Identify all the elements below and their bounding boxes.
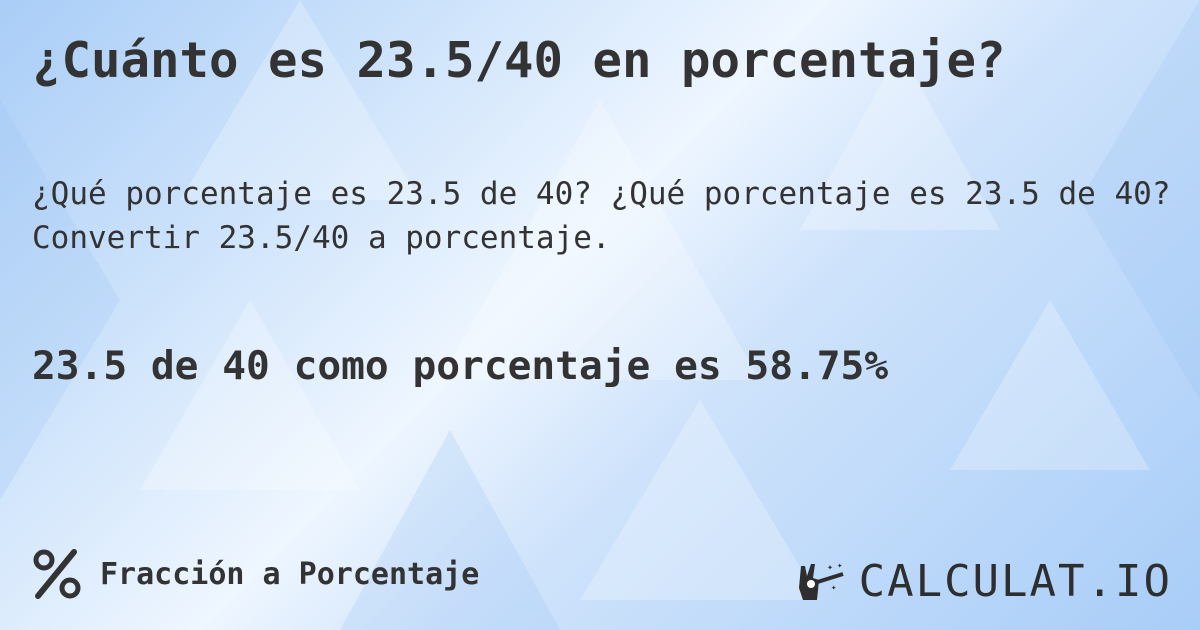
page-title: ¿Cuánto es 23.5/40 en porcentaje? xyxy=(32,32,1006,89)
category-link[interactable]: Fracción a Porcentaje xyxy=(32,548,479,600)
svg-text:✦: ✦ xyxy=(827,562,833,573)
svg-text:✦: ✦ xyxy=(837,561,843,571)
magic-hand-icon: ✦ ✦ ✦ xyxy=(798,561,844,600)
subtitle: ¿Qué porcentaje es 23.5 de 40? ¿Qué porc… xyxy=(32,176,1171,256)
calculat-logo[interactable]: ✦ ✦ ✦ CALCULAT.IO xyxy=(797,556,1172,607)
result-text: 23.5 de 40 como porcentaje es 58.75% xyxy=(32,343,889,389)
svg-text:✦: ✦ xyxy=(831,583,837,593)
percent-icon xyxy=(33,549,81,599)
logo-text: CALCULAT.IO xyxy=(858,556,1172,607)
category-label: Fracción a Porcentaje xyxy=(100,556,480,592)
